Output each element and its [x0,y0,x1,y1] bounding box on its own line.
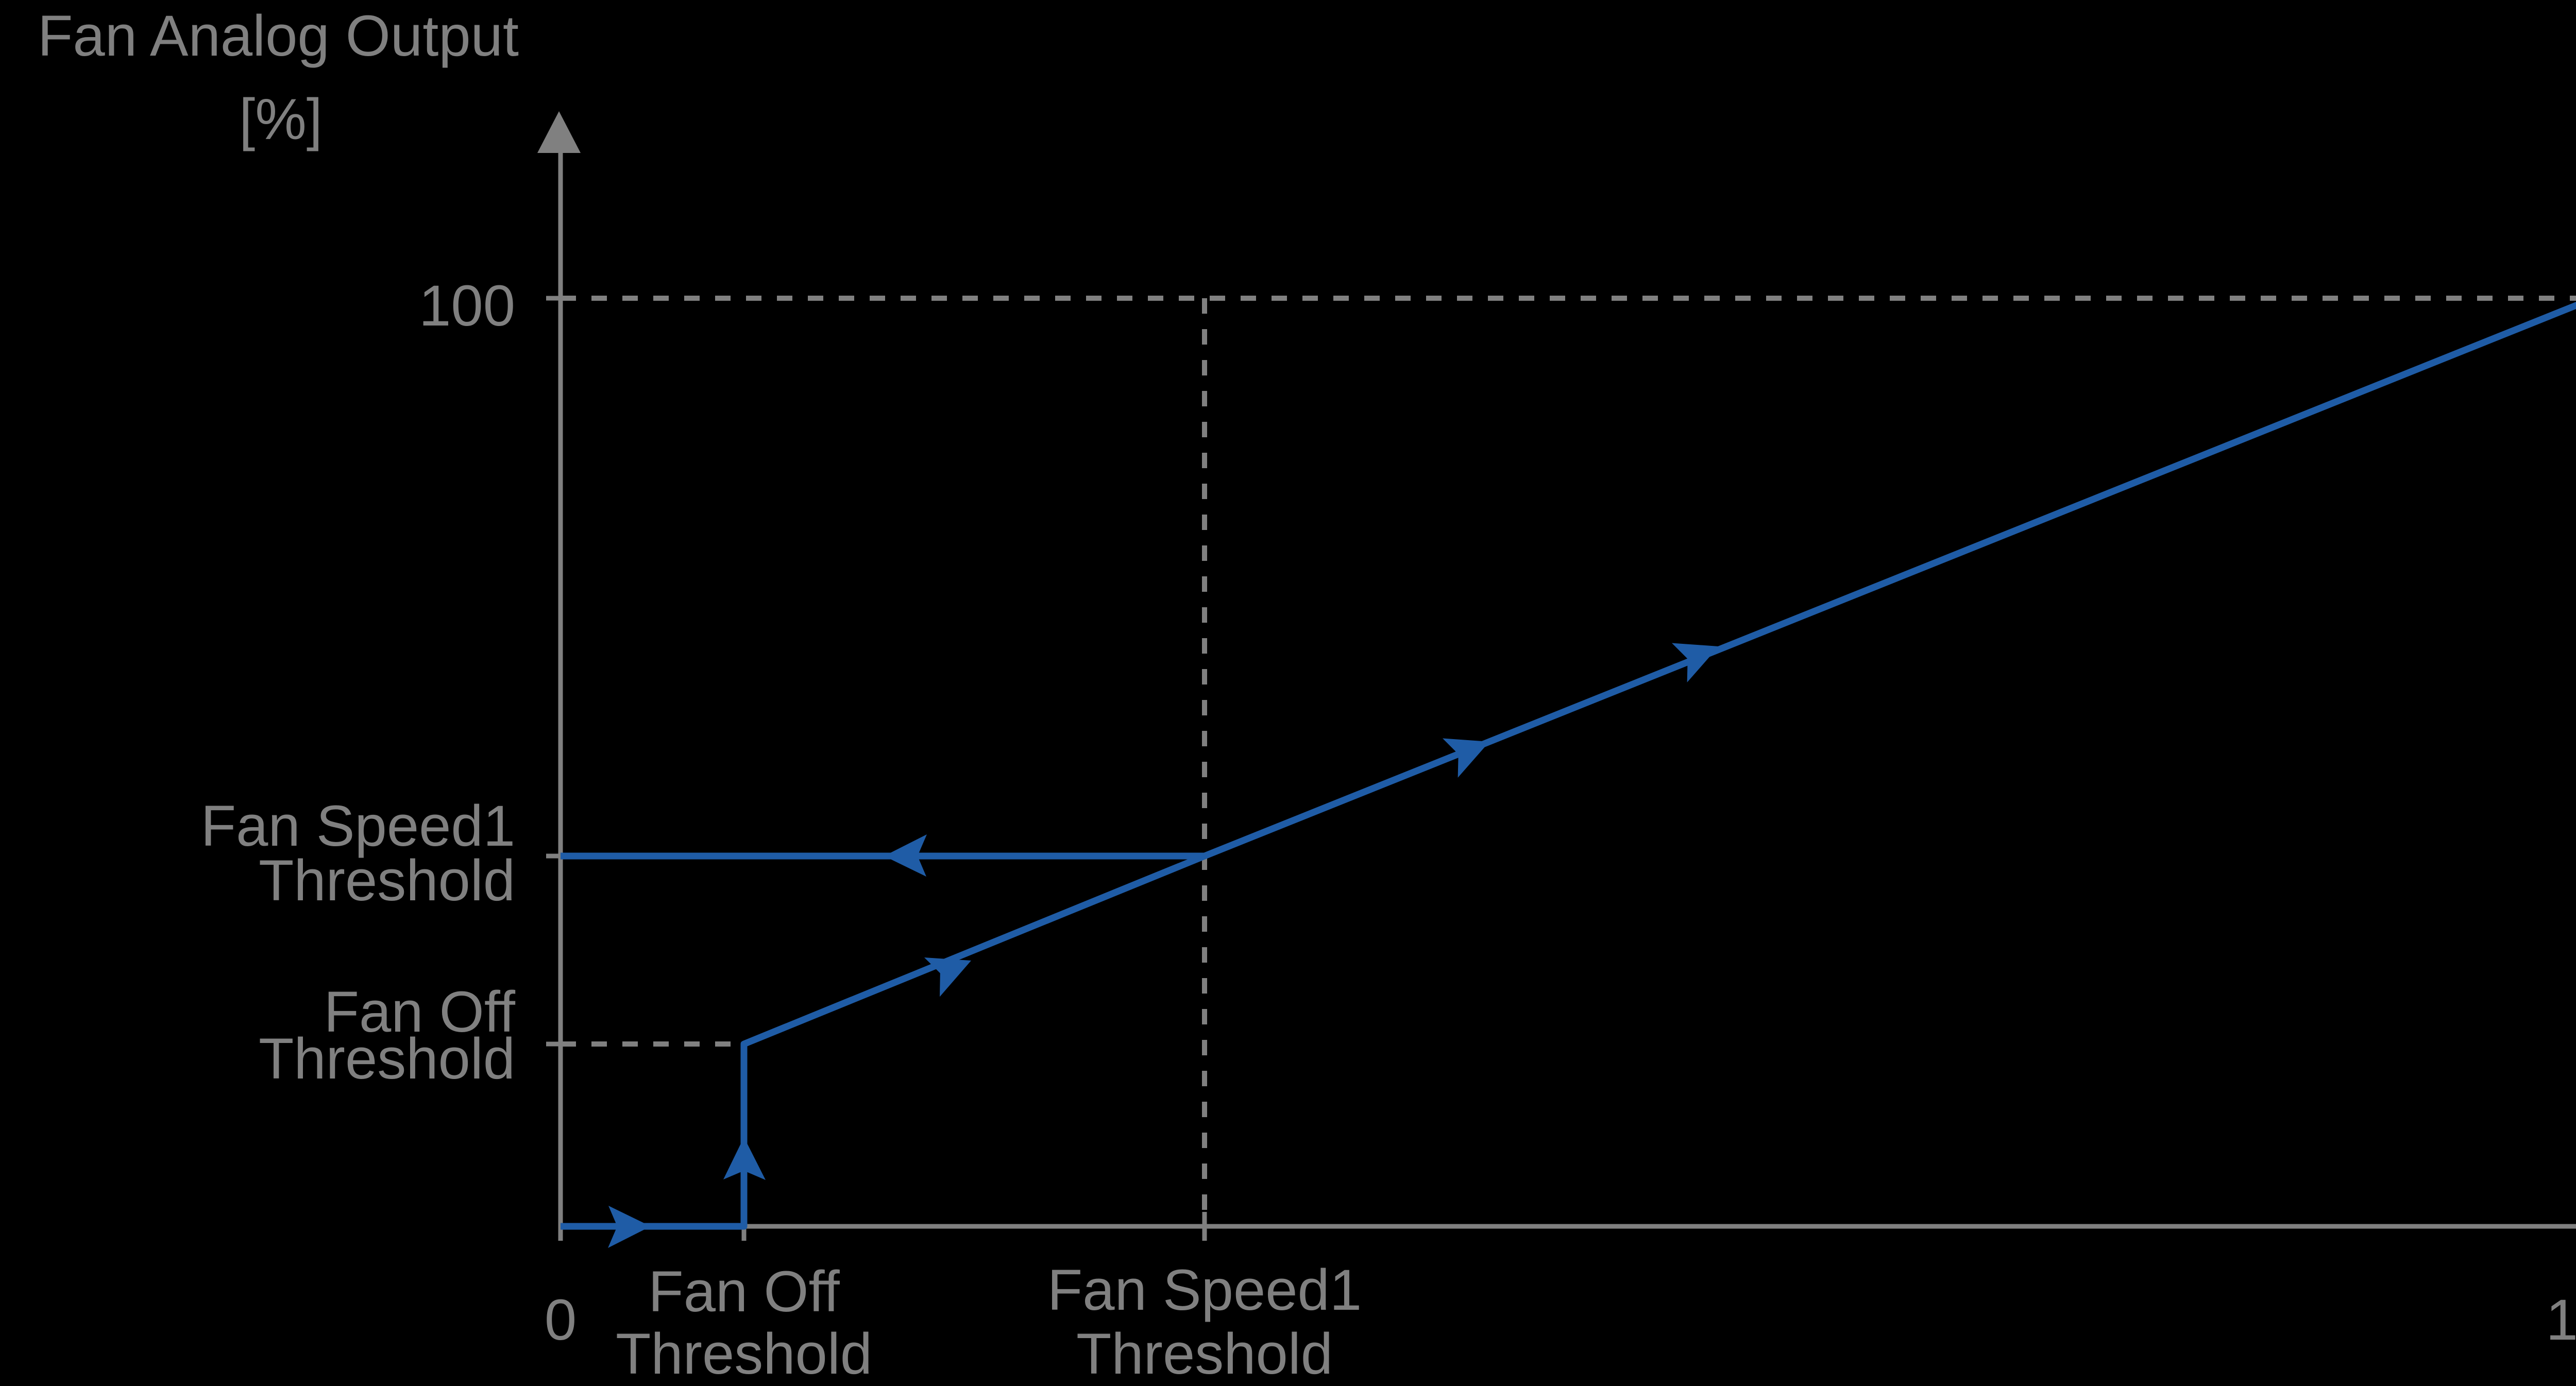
svg-text:Threshold: Threshold [259,1026,515,1091]
svg-text:Fan Off: Fan Off [648,1259,840,1324]
svg-text:0: 0 [545,1288,577,1352]
svg-text:[%]: [%] [239,87,323,151]
svg-text:Threshold: Threshold [616,1322,872,1386]
svg-text:Fan Speed1: Fan Speed1 [1047,1258,1362,1322]
svg-text:100: 100 [419,273,515,338]
svg-text:100: 100 [2546,1288,2576,1352]
svg-text:Threshold: Threshold [1076,1322,1333,1386]
svg-text:Threshold: Threshold [259,848,515,913]
svg-text:Fan Analog Output: Fan Analog Output [38,4,519,68]
